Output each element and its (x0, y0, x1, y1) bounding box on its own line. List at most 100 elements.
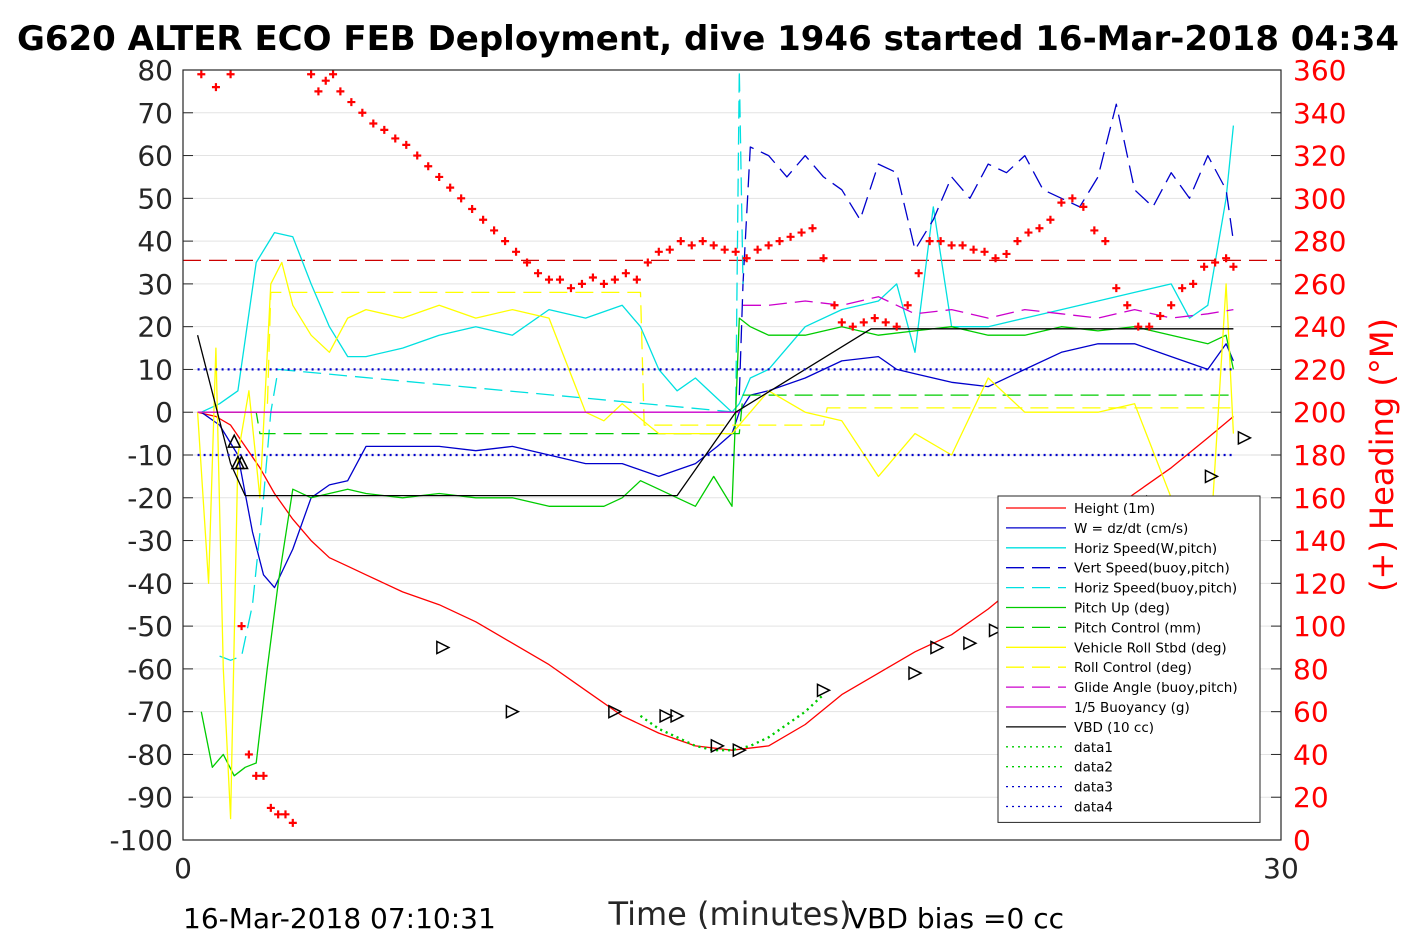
legend-label: Horiz Speed(buoy,pitch) (1074, 581, 1237, 597)
heading-point (577, 279, 586, 288)
heading-point (676, 237, 685, 246)
left-tick-label: -30 (127, 525, 173, 558)
x-axis-label: Time (minutes) (608, 895, 852, 933)
heading-point (654, 247, 663, 256)
right-tick-label: 300 (1293, 182, 1346, 215)
heading-point (1167, 301, 1176, 310)
heading-point (446, 183, 455, 192)
legend-label: Pitch Up (deg) (1074, 601, 1170, 617)
series-line (197, 291, 1234, 426)
heading-point (468, 205, 477, 214)
left-tick-label: -20 (127, 482, 173, 515)
right-tick-label: 80 (1293, 653, 1329, 686)
right-tick-label: 100 (1293, 610, 1346, 643)
heading-point (314, 87, 323, 96)
heading-point (848, 322, 857, 331)
triangle-marker (1204, 469, 1220, 484)
right-tick-label: 320 (1293, 140, 1346, 173)
heading-point (958, 241, 967, 250)
series-line (196, 261, 1235, 820)
heading-point (720, 245, 729, 254)
heading-point (490, 226, 499, 235)
heading-point (775, 237, 784, 246)
left-axis-ticks: 80 70 60 50 40 30 20 10 0 -10 -20 -30 -40 -50 -60 -70 -8… (109, 54, 193, 857)
heading-point (1013, 237, 1022, 246)
heading-point (1112, 284, 1121, 293)
heading-point (819, 254, 828, 263)
heading-point (969, 245, 978, 254)
right-tick-label: 40 (1293, 738, 1329, 771)
left-tick-label: 70 (137, 97, 173, 130)
right-tick-label: 200 (1293, 396, 1346, 429)
right-tick-label: 180 (1293, 439, 1346, 472)
heading-point (413, 151, 422, 160)
heading-point (555, 275, 564, 284)
heading-point (1035, 224, 1044, 233)
left-tick-label: 50 (137, 182, 173, 215)
left-tick-label: 0 (155, 396, 173, 429)
heading-point (1145, 322, 1154, 331)
heading-point (252, 771, 261, 780)
heading-point (632, 275, 641, 284)
left-tick-label: -50 (127, 610, 173, 643)
heading-point (881, 318, 890, 327)
heading-point (358, 108, 367, 117)
heading-point (599, 279, 608, 288)
triangle-marker (659, 708, 674, 724)
heading-point (329, 70, 338, 79)
triangle-marker (505, 704, 521, 719)
heading-point (321, 76, 330, 85)
heading-point (786, 232, 795, 241)
legend-label: Vehicle Roll Stbd (deg) (1074, 640, 1227, 656)
triangle-marker (732, 742, 747, 758)
heading-point (1211, 258, 1220, 267)
heading-point (709, 241, 718, 250)
legend: Height (1m) W = dz/dt (cm/s) Horiz Speed(W… (997, 495, 1261, 823)
legend-label: VBD (10 cc) (1074, 720, 1154, 736)
heading-point (925, 237, 934, 246)
right-tick-label: 240 (1293, 311, 1346, 344)
series-line (639, 693, 825, 752)
left-tick-label: -100 (109, 824, 173, 857)
heading-point (512, 247, 521, 256)
heading-point (545, 275, 553, 284)
heading-point (742, 254, 751, 263)
heading-point (837, 318, 846, 327)
series-line (738, 103, 1235, 396)
x-tick-label: 0 (174, 852, 192, 885)
triangle-marker (816, 683, 832, 698)
series-line (201, 125, 1235, 413)
heading-point (402, 140, 411, 149)
heading-point (336, 87, 345, 96)
triangle-marker (930, 640, 945, 655)
heading-point (665, 245, 674, 254)
heading-point (797, 228, 806, 237)
legend-label: data4 (1074, 800, 1113, 816)
right-tick-label: 120 (1293, 567, 1346, 600)
heading-point (588, 273, 597, 282)
legend-label: Vert Speed(buoy,pitch) (1074, 561, 1230, 577)
heading-point (266, 803, 275, 812)
heading-point (457, 194, 466, 203)
heading-point (643, 258, 652, 267)
left-tick-label: -70 (127, 696, 173, 729)
legend-label: Glide Angle (buoy,pitch) (1074, 680, 1238, 696)
left-tick-label: 20 (137, 311, 173, 344)
heading-point (731, 247, 740, 256)
heading-point (347, 98, 356, 107)
heading-point (1002, 249, 1011, 258)
heading-point (892, 322, 901, 331)
triangle-marker (670, 708, 685, 724)
left-tick-label: 80 (137, 54, 173, 87)
left-tick-label: -90 (127, 781, 173, 814)
heading-point (1189, 279, 1198, 288)
left-tick-label: -80 (127, 738, 173, 771)
x-tick-label: 30 (1263, 852, 1299, 885)
heading-point (288, 818, 297, 827)
triangle-marker (988, 623, 1004, 638)
right-tick-label: 340 (1293, 97, 1346, 130)
chart-title: G620 ALTER ECO FEB Deployment, dive 1946… (17, 19, 1399, 59)
series-line (200, 317, 1235, 777)
heading-point (1090, 226, 1099, 235)
